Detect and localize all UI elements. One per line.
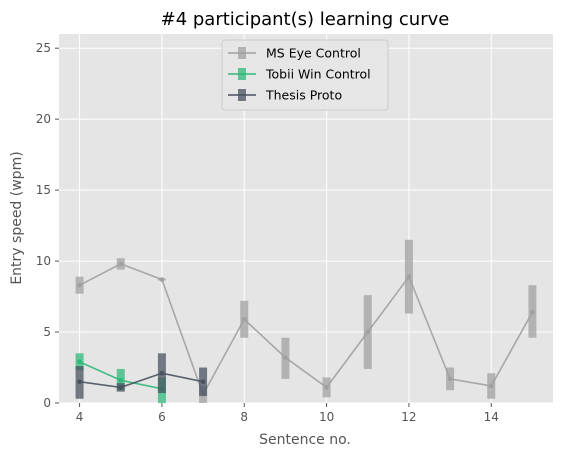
y-tick-label: 15 bbox=[36, 183, 51, 197]
x-tick-label: 12 bbox=[401, 410, 416, 424]
legend-label: Tobii Win Control bbox=[265, 67, 371, 82]
data-point bbox=[118, 261, 124, 267]
y-tick-label: 20 bbox=[36, 112, 51, 126]
y-tick-label: 10 bbox=[36, 254, 51, 268]
data-point bbox=[159, 370, 165, 376]
data-point bbox=[77, 359, 82, 365]
y-tick-label: 0 bbox=[43, 396, 51, 410]
legend: MS Eye Control Tobii Win Control Thesis Pr… bbox=[221, 39, 389, 111]
legend-label: Thesis Proto bbox=[265, 88, 342, 103]
data-point bbox=[488, 383, 494, 389]
series-layer bbox=[75, 239, 537, 403]
y-tick-label: 25 bbox=[36, 41, 51, 55]
series-line bbox=[79, 372, 204, 389]
legend-label: MS Eye Control bbox=[266, 46, 361, 61]
data-point bbox=[530, 309, 535, 315]
chart-title: #4 participant(s) learning curve bbox=[161, 9, 450, 30]
x-axis-label: Sentence no. bbox=[259, 432, 351, 448]
legend-swatch bbox=[238, 47, 246, 59]
legend-item: Tobii Win Control bbox=[228, 67, 371, 82]
legend-box bbox=[221, 39, 389, 111]
legend-item: MS Eye Control bbox=[228, 46, 361, 61]
data-point bbox=[77, 379, 82, 385]
data-point bbox=[447, 376, 453, 382]
y-tick-label: 5 bbox=[43, 325, 51, 339]
x-tick-label: 8 bbox=[240, 410, 248, 424]
legend-swatch bbox=[238, 68, 246, 80]
legend-swatch bbox=[238, 89, 246, 101]
series-line bbox=[79, 263, 534, 397]
x-tick-label: 6 bbox=[158, 410, 166, 424]
data-point bbox=[324, 385, 329, 390]
data-point bbox=[200, 379, 206, 385]
series-0 bbox=[75, 239, 537, 403]
x-tick-label: 14 bbox=[484, 410, 499, 424]
data-point bbox=[406, 274, 412, 279]
data-point bbox=[159, 277, 165, 282]
data-point bbox=[77, 282, 82, 288]
tick-labels: 4 6 8 10 12 14 0 5 10 15 20 25 bbox=[36, 41, 499, 424]
x-tick-label: 4 bbox=[76, 410, 84, 424]
legend-item: Thesis Proto bbox=[228, 88, 342, 103]
data-point bbox=[365, 329, 371, 335]
data-point bbox=[118, 377, 124, 383]
x-tick-label: 10 bbox=[319, 410, 334, 424]
data-point bbox=[241, 316, 247, 322]
series-2 bbox=[75, 353, 208, 399]
data-point bbox=[118, 385, 124, 390]
data-point bbox=[283, 355, 288, 360]
y-axis-label: Entry speed (wpm) bbox=[9, 151, 25, 284]
